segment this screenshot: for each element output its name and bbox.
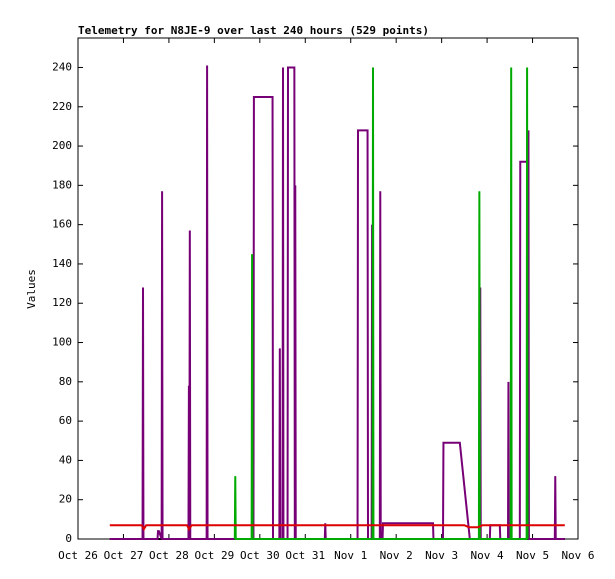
y-tick-label: 100 [52, 336, 72, 349]
series-line [109, 524, 565, 532]
x-tick-label: Oct 28 [149, 549, 189, 562]
y-axis-label: Values [25, 269, 38, 309]
y-tick-label: 60 [59, 414, 72, 427]
plot-border [77, 37, 579, 540]
x-tick-label: Nov 5 [516, 549, 549, 562]
y-tick-label: 160 [52, 218, 72, 231]
x-tick-label: Oct 29 [194, 549, 234, 562]
y-tick-label: 140 [52, 257, 72, 270]
series-line [233, 67, 529, 540]
x-tick-label: Nov 2 [380, 549, 413, 562]
x-tick-label: Nov 6 [561, 549, 594, 562]
y-tick-label: 200 [52, 139, 72, 152]
x-tick-label: Oct 30 [240, 549, 280, 562]
y-tick-label: 240 [52, 60, 72, 73]
x-tick-label: Oct 27 [104, 549, 144, 562]
y-tick-label: 180 [52, 178, 72, 191]
x-tick-label: Nov 3 [425, 549, 458, 562]
series-line [109, 65, 565, 540]
y-tick-label: 80 [59, 375, 72, 388]
y-tick-label: 0 [65, 532, 72, 545]
x-tick-label: Nov 4 [471, 549, 504, 562]
x-tick-label: Nov 1 [334, 549, 367, 562]
chart-title: Telemetry for N8JE-9 over last 240 hours… [78, 24, 429, 37]
x-tick-label: Oct 26 [58, 549, 98, 562]
y-tick-label: 120 [52, 296, 72, 309]
y-tick-label: 20 [59, 493, 72, 506]
y-tick-label: 40 [59, 453, 72, 466]
x-tick-label: Oct 31 [285, 549, 325, 562]
y-tick-label: 220 [52, 100, 72, 113]
